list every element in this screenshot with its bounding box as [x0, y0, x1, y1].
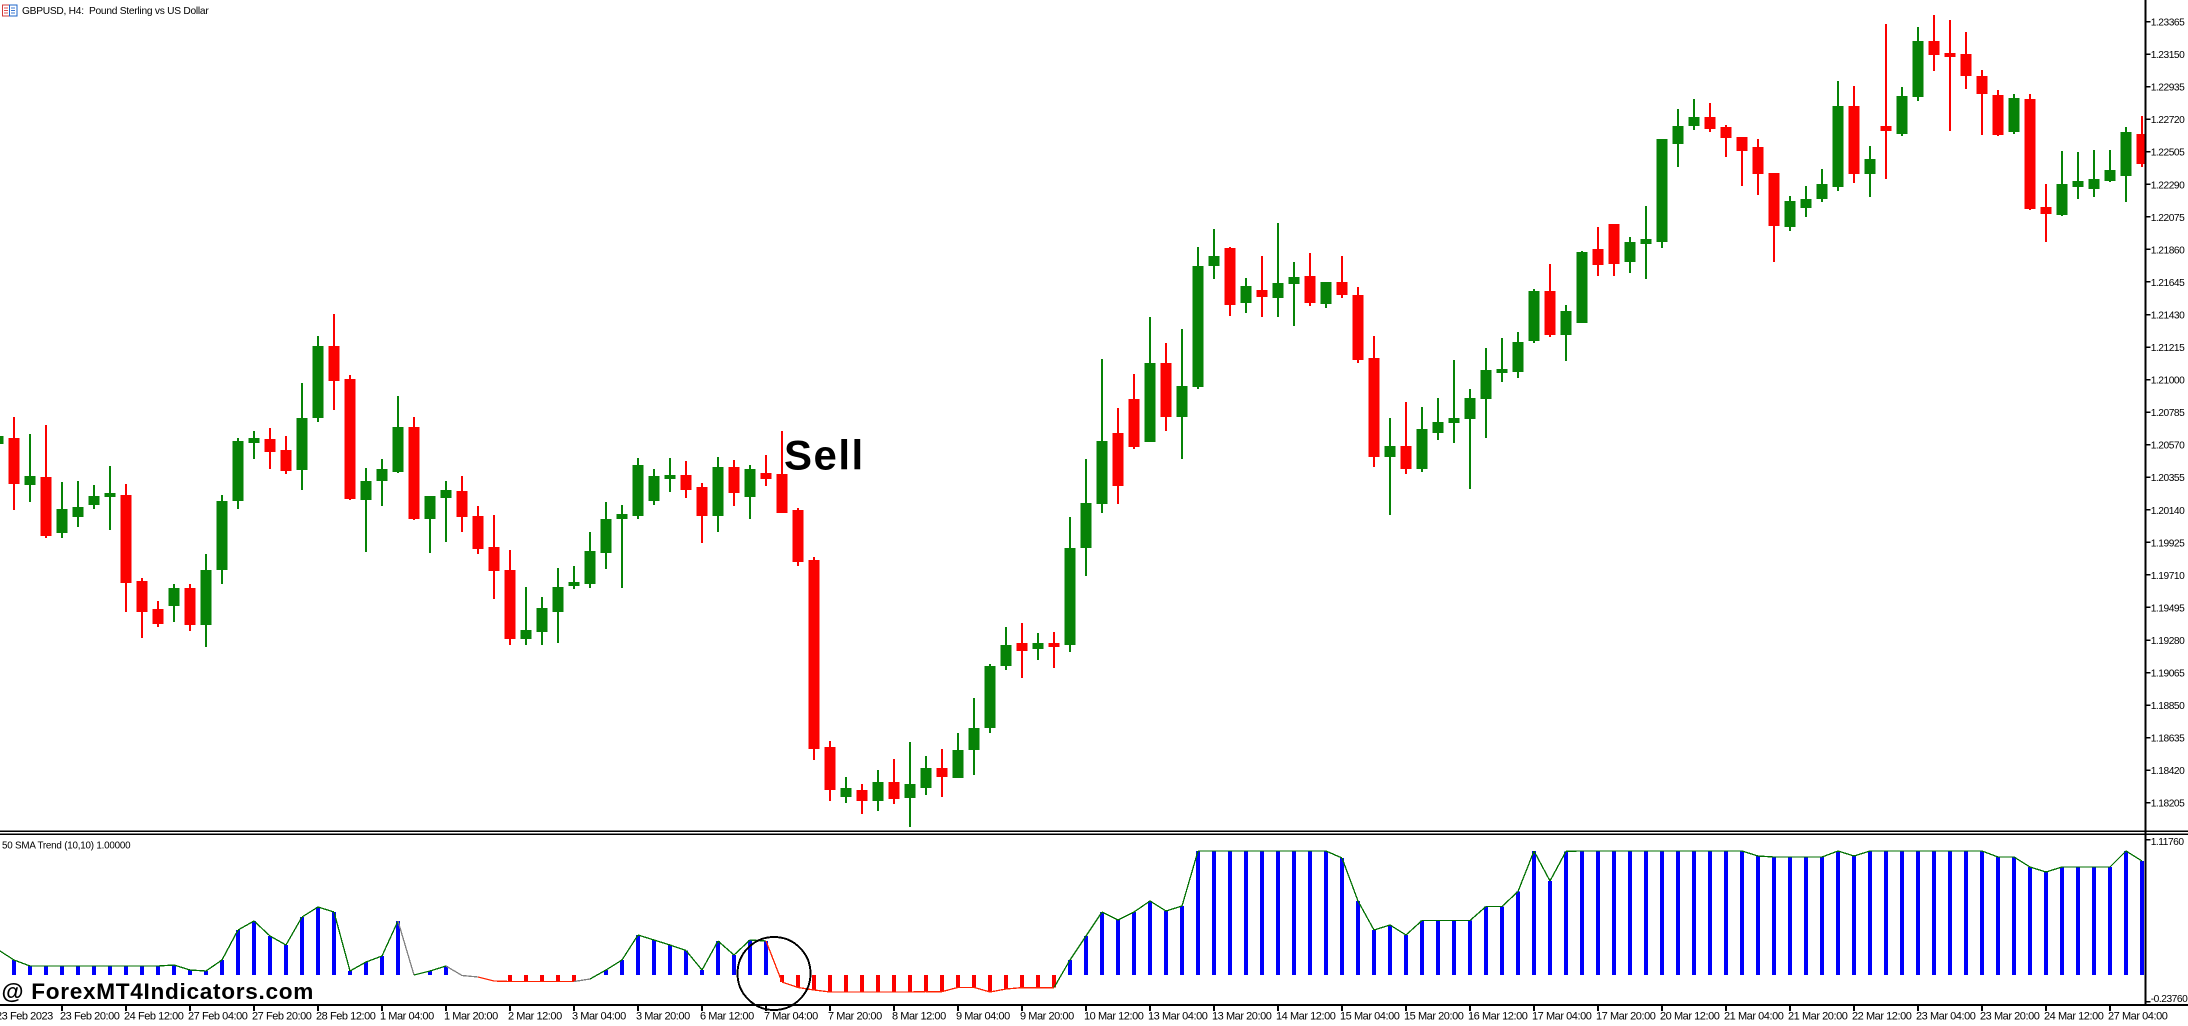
svg-text:7 Mar 04:00: 7 Mar 04:00 [764, 1010, 818, 1021]
svg-text:1.21430: 1.21430 [2151, 310, 2185, 321]
svg-text:-0.23760: -0.23760 [2151, 994, 2188, 1005]
svg-text:13 Mar 20:00: 13 Mar 20:00 [1212, 1010, 1272, 1021]
svg-text:1.18635: 1.18635 [2151, 734, 2185, 745]
svg-text:1.20570: 1.20570 [2151, 441, 2185, 452]
svg-text:1 Mar 20:00: 1 Mar 20:00 [444, 1010, 498, 1021]
svg-text:27 Feb 04:00: 27 Feb 04:00 [188, 1010, 248, 1021]
svg-text:1.20785: 1.20785 [2151, 408, 2185, 419]
svg-text:50 SMA Trend (10,10) 1.00000: 50 SMA Trend (10,10) 1.00000 [2, 841, 131, 852]
svg-text:27 Feb 20:00: 27 Feb 20:00 [252, 1010, 312, 1021]
svg-text:1.19280: 1.19280 [2151, 636, 2185, 647]
svg-text:28 Feb 12:00: 28 Feb 12:00 [316, 1010, 376, 1021]
svg-text:20 Mar 12:00: 20 Mar 12:00 [1660, 1010, 1720, 1021]
svg-text:2 Mar 12:00: 2 Mar 12:00 [508, 1010, 562, 1021]
svg-text:22 Mar 12:00: 22 Mar 12:00 [1852, 1010, 1912, 1021]
svg-text:3 Mar 20:00: 3 Mar 20:00 [636, 1010, 690, 1021]
svg-text:1.19495: 1.19495 [2151, 603, 2185, 614]
svg-text:23 Mar 04:00: 23 Mar 04:00 [1916, 1010, 1976, 1021]
svg-text:24 Feb 12:00: 24 Feb 12:00 [124, 1010, 184, 1021]
svg-text:1.21860: 1.21860 [2151, 245, 2185, 256]
svg-text:1.21215: 1.21215 [2151, 343, 2185, 354]
svg-text:23 Mar 20:00: 23 Mar 20:00 [1980, 1010, 2040, 1021]
svg-text:8 Mar 12:00: 8 Mar 12:00 [892, 1010, 946, 1021]
svg-text:Sell: Sell [784, 432, 865, 479]
svg-text:1.20355: 1.20355 [2151, 473, 2185, 484]
svg-text:23 Feb 2023: 23 Feb 2023 [0, 1010, 53, 1021]
svg-text:14 Mar 12:00: 14 Mar 12:00 [1276, 1010, 1336, 1021]
svg-text:@ ForexMT4Indicators.com: @ ForexMT4Indicators.com [2, 979, 315, 1004]
svg-text:1.22935: 1.22935 [2151, 83, 2185, 94]
svg-text:1.21000: 1.21000 [2151, 376, 2185, 387]
svg-text:24 Mar 12:00: 24 Mar 12:00 [2044, 1010, 2104, 1021]
svg-text:6 Mar 12:00: 6 Mar 12:00 [700, 1010, 754, 1021]
svg-text:1.18850: 1.18850 [2151, 701, 2185, 712]
svg-text:1.18205: 1.18205 [2151, 799, 2185, 810]
svg-text:1.22720: 1.22720 [2151, 115, 2185, 126]
svg-text:1.20140: 1.20140 [2151, 506, 2185, 517]
svg-text:1.23365: 1.23365 [2151, 18, 2185, 29]
svg-text:16 Mar 12:00: 16 Mar 12:00 [1468, 1010, 1528, 1021]
svg-text:GBPUSD, H4: Pound Sterling vs: GBPUSD, H4: Pound Sterling vs US Dollar [22, 6, 209, 17]
svg-text:1.22075: 1.22075 [2151, 213, 2185, 224]
svg-text:1.22505: 1.22505 [2151, 148, 2185, 159]
svg-text:21 Mar 04:00: 21 Mar 04:00 [1724, 1010, 1784, 1021]
svg-text:17 Mar 04:00: 17 Mar 04:00 [1532, 1010, 1592, 1021]
svg-text:17 Mar 20:00: 17 Mar 20:00 [1596, 1010, 1656, 1021]
svg-text:9 Mar 04:00: 9 Mar 04:00 [956, 1010, 1010, 1021]
svg-text:1.19065: 1.19065 [2151, 669, 2185, 680]
svg-text:27 Mar 04:00: 27 Mar 04:00 [2108, 1010, 2168, 1021]
svg-text:1.22290: 1.22290 [2151, 180, 2185, 191]
svg-text:1.19710: 1.19710 [2151, 571, 2185, 582]
svg-text:1.11760: 1.11760 [2151, 837, 2185, 848]
svg-text:23 Feb 20:00: 23 Feb 20:00 [60, 1010, 120, 1021]
svg-text:21 Mar 20:00: 21 Mar 20:00 [1788, 1010, 1848, 1021]
svg-text:7 Mar 20:00: 7 Mar 20:00 [828, 1010, 882, 1021]
svg-text:1.18420: 1.18420 [2151, 766, 2185, 777]
svg-text:10 Mar 12:00: 10 Mar 12:00 [1084, 1010, 1144, 1021]
svg-text:3 Mar 04:00: 3 Mar 04:00 [572, 1010, 626, 1021]
svg-text:15 Mar 20:00: 15 Mar 20:00 [1404, 1010, 1464, 1021]
svg-text:9 Mar 20:00: 9 Mar 20:00 [1020, 1010, 1074, 1021]
svg-text:1 Mar 04:00: 1 Mar 04:00 [380, 1010, 434, 1021]
svg-text:15 Mar 04:00: 15 Mar 04:00 [1340, 1010, 1400, 1021]
svg-text:1.19925: 1.19925 [2151, 538, 2185, 549]
svg-text:13 Mar 04:00: 13 Mar 04:00 [1148, 1010, 1208, 1021]
svg-text:1.23150: 1.23150 [2151, 50, 2185, 61]
svg-text:1.21645: 1.21645 [2151, 278, 2185, 289]
